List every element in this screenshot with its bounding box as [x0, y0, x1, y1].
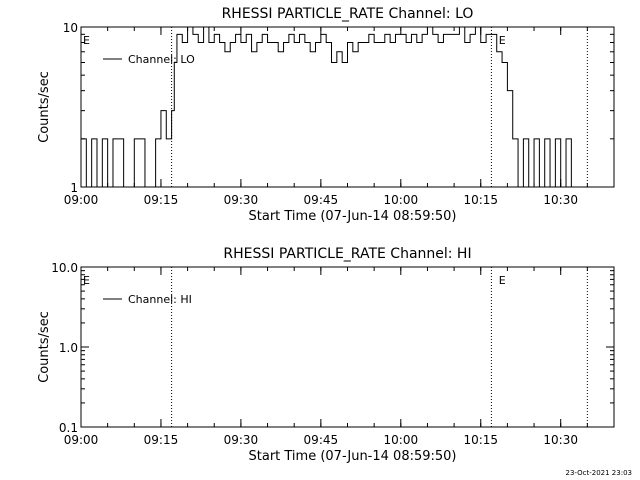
- legend-label: Channel: HI: [128, 293, 192, 306]
- event-marker: E: [83, 274, 90, 287]
- plot-frame: [80, 266, 615, 428]
- y-tick-label: 0.1: [59, 421, 78, 435]
- y-tick-label: 10.0: [51, 261, 78, 275]
- y-tick-label: 1: [70, 181, 78, 195]
- x-tick-label: 09:45: [304, 433, 339, 447]
- x-tick-label: 10:00: [384, 433, 419, 447]
- event-marker: E: [83, 34, 90, 47]
- y-axis-label: Counts/sec: [37, 71, 52, 143]
- x-tick-label: 09:45: [304, 193, 339, 207]
- x-axis-label: Start Time (07-Jun-14 08:59:50): [249, 209, 457, 224]
- x-tick-label: 09:15: [144, 433, 179, 447]
- series-line: [81, 26, 572, 188]
- x-tick-label: 09:00: [64, 193, 99, 207]
- y-tick-label: 1.0: [59, 341, 78, 355]
- event-marker: E: [499, 34, 506, 47]
- x-tick-label: 09:00: [64, 433, 99, 447]
- lo-channel-panel: RHESSI PARTICLE_RATE Channel: LO 09:00 09:…: [37, 6, 615, 224]
- legend-label: Channel: LO: [128, 53, 195, 66]
- x-tick-label: 10:15: [463, 193, 498, 207]
- chart-title: RHESSI PARTICLE_RATE Channel: HI: [223, 246, 471, 262]
- y-tick-label: 10: [63, 21, 78, 35]
- x-axis-label: Start Time (07-Jun-14 08:59:50): [249, 449, 457, 464]
- x-tick-label: 09:15: [144, 193, 179, 207]
- x-tick-label: 10:30: [543, 433, 578, 447]
- x-tick-label: 09:30: [224, 433, 259, 447]
- chart-title: RHESSI PARTICLE_RATE Channel: LO: [222, 6, 474, 22]
- x-tick-label: 09:30: [224, 193, 259, 207]
- hi-channel-panel: RHESSI PARTICLE_RATE Channel: HI 09:00 09:…: [37, 246, 615, 464]
- x-tick-label: 10:15: [463, 433, 498, 447]
- y-axis-label: Counts/sec: [37, 311, 52, 383]
- event-marker: E: [499, 274, 506, 287]
- footer-timestamp: 23-Oct-2021 23:03: [566, 469, 632, 477]
- x-tick-label: 10:30: [543, 193, 578, 207]
- x-tick-label: 10:00: [384, 193, 419, 207]
